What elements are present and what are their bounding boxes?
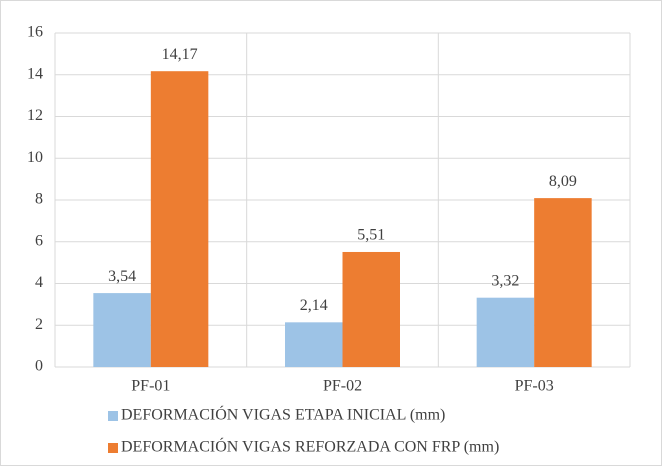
y-tick-label: 0	[35, 358, 43, 375]
x-tick-label: PF-02	[323, 378, 362, 395]
y-tick-label: 14	[27, 65, 43, 82]
y-tick-label: 8	[35, 191, 43, 208]
bar	[285, 322, 343, 367]
legend-swatch	[108, 443, 118, 453]
data-label: 2,14	[300, 297, 328, 314]
x-tick-label: PF-03	[515, 378, 554, 395]
y-tick-label: 4	[35, 274, 43, 291]
legend-label: DEFORMACIÓN VIGAS ETAPA INICIAL (mm)	[121, 405, 445, 424]
bar	[342, 251, 400, 367]
bar	[534, 198, 592, 367]
bar	[93, 293, 151, 367]
data-label: 14,17	[162, 46, 198, 63]
bar	[150, 71, 209, 368]
legend-swatch	[108, 411, 118, 421]
data-label: 5,51	[357, 227, 385, 244]
y-tick-label: 10	[27, 149, 43, 166]
y-tick-label: 16	[27, 24, 43, 41]
data-label: 8,09	[549, 173, 577, 190]
bar	[476, 297, 535, 367]
y-tick-label: 6	[35, 232, 43, 249]
data-label: 3,54	[108, 268, 136, 285]
y-tick-label: 12	[27, 107, 43, 124]
legend-label: DEFORMACIÓN VIGAS REFORZADA CON FRP (mm)	[121, 437, 499, 456]
x-tick-label: PF-01	[131, 378, 170, 395]
data-label: 3,32	[491, 272, 519, 289]
y-tick-label: 2	[35, 316, 43, 333]
